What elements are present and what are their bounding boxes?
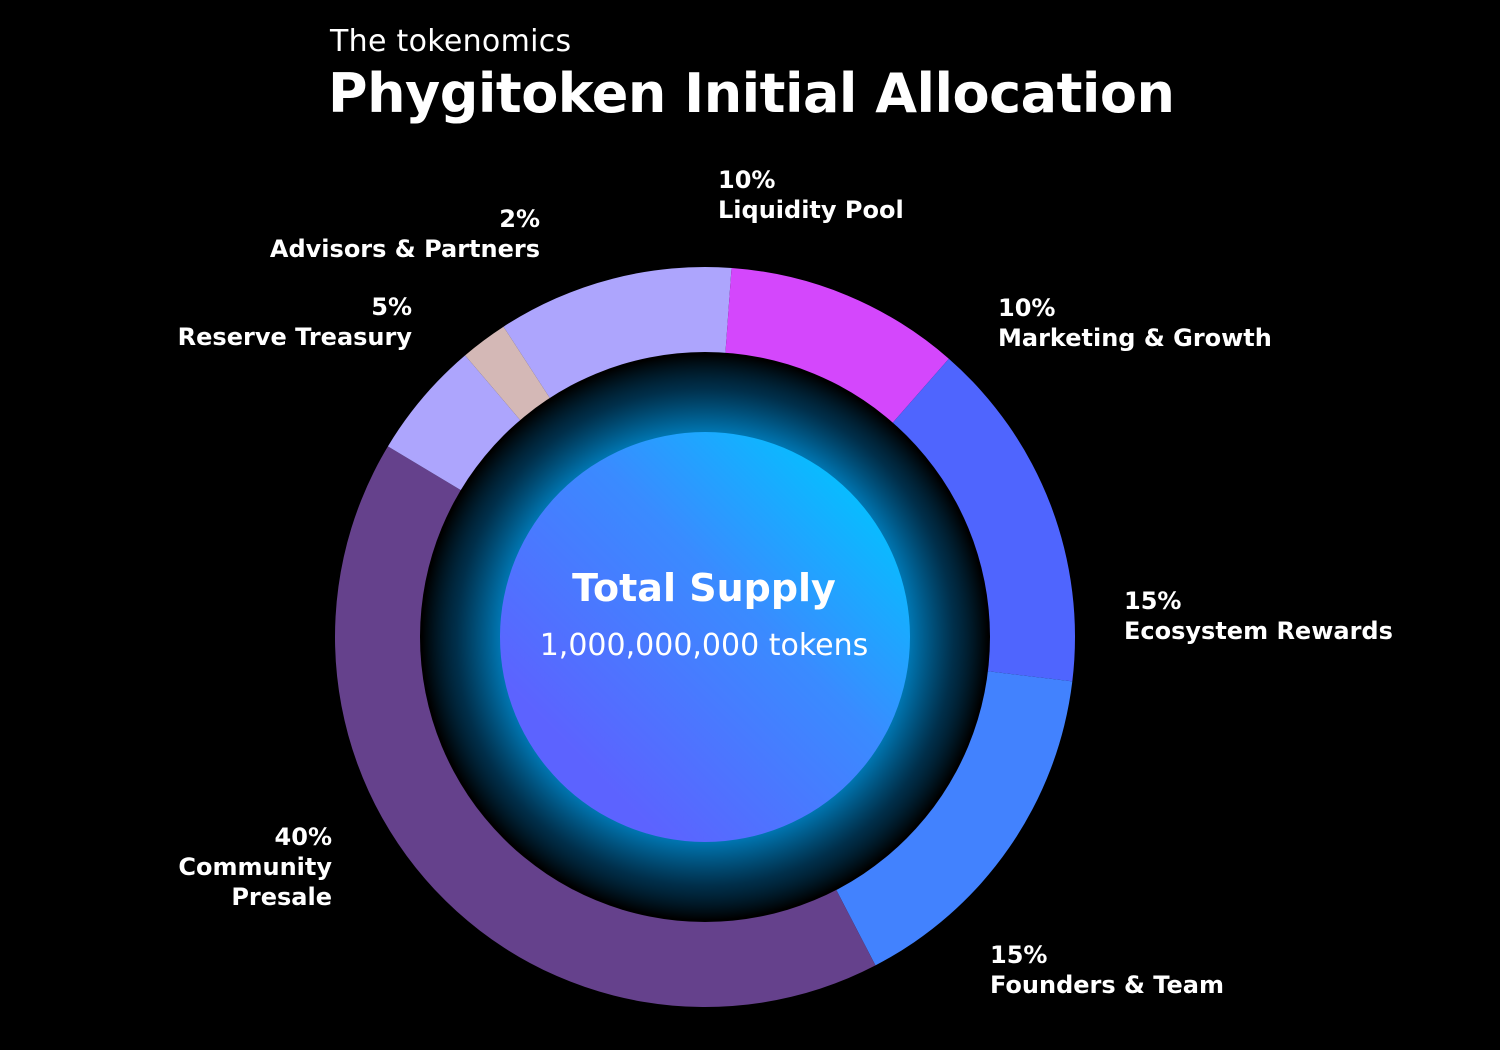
label-percent: 10% — [998, 294, 1056, 322]
label-community-presale: 40% Community Presale — [130, 822, 332, 912]
label-name: Marketing & Growth — [998, 324, 1272, 352]
subtitle: The tokenomics — [330, 24, 572, 59]
label-percent: 15% — [990, 941, 1048, 969]
slice-founders-team — [834, 670, 1073, 966]
label-name: Founders & Team — [990, 971, 1224, 999]
label-name: Advisors & Partners — [269, 235, 540, 263]
label-percent: 15% — [1124, 587, 1182, 615]
label-percent: 2% — [499, 205, 540, 233]
slice-reserve-treasury — [387, 355, 523, 492]
slice-community-presale — [334, 446, 876, 1008]
label-percent: 10% — [718, 166, 776, 194]
label-name: Reserve Treasury — [177, 323, 412, 351]
label-name: Liquidity Pool — [718, 196, 904, 224]
slices-group — [334, 267, 1075, 1008]
label-percent: 40% — [274, 823, 332, 851]
center-title: Total Supply — [572, 566, 836, 610]
label-name: Community Presale — [178, 853, 332, 911]
label-reserve-treasury: 5% Reserve Treasury — [140, 292, 412, 352]
slice-advisors-partners — [465, 326, 552, 423]
slice-liquidity-pool — [503, 267, 732, 401]
label-founders-team: 15% Founders & Team — [990, 940, 1224, 1000]
slice-ecosystem-rewards — [890, 358, 1075, 682]
label-liquidity-pool: 10% Liquidity Pool — [718, 165, 904, 225]
center-subtitle: 1,000,000,000 tokens — [539, 628, 869, 663]
label-name: Ecosystem Rewards — [1124, 617, 1393, 645]
page-title: Phygitoken Initial Allocation — [328, 62, 1175, 125]
label-percent: 5% — [371, 293, 412, 321]
slice-marketing-growth — [725, 267, 949, 425]
label-advisors-partners: 2% Advisors & Partners — [240, 204, 540, 264]
label-marketing-growth: 10% Marketing & Growth — [998, 293, 1272, 353]
center-disc — [500, 432, 910, 842]
label-ecosystem-rewards: 15% Ecosystem Rewards — [1124, 586, 1393, 646]
